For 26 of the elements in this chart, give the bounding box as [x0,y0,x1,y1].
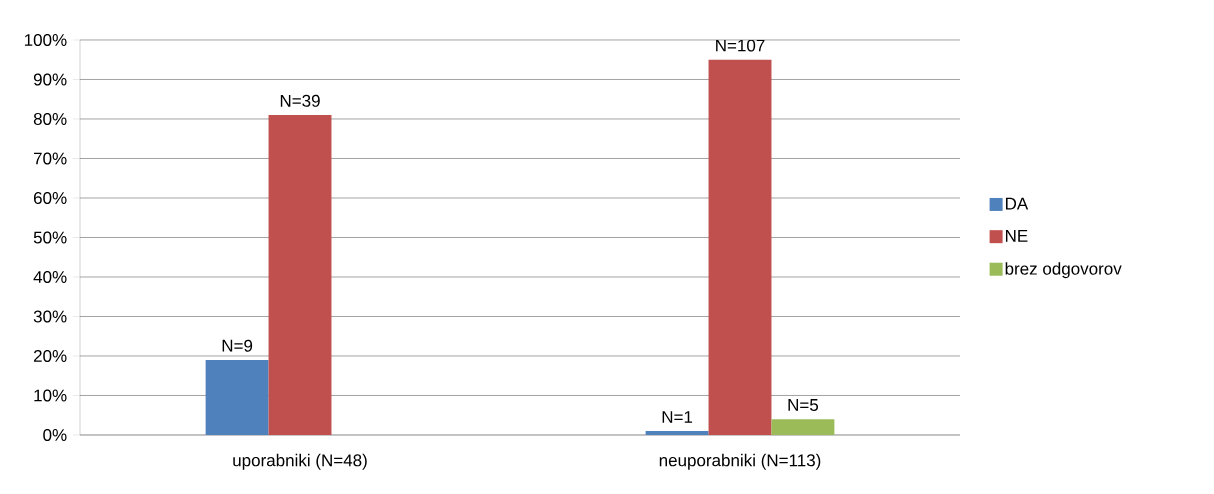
y-tick-label: 60% [33,191,67,205]
y-tick-label: 20% [33,349,67,363]
annotation: N=39 [280,94,320,107]
bar [205,359,269,435]
bar [268,115,332,435]
y-tick-label: 10% [34,389,67,402]
y-tick-label: 0% [43,428,67,442]
annotation: N=5 [788,399,819,411]
annotation: N=1 [662,411,693,423]
legend-label: NE [1005,230,1028,242]
x-tick-label: uporabniki (N=48) [233,453,367,470]
legend-label: DA [1005,197,1029,210]
y-tick-label: 50% [33,231,67,244]
y-tick-label: 30% [33,310,67,323]
y-tick-label: 40% [33,270,67,284]
bar [708,59,772,435]
bar [645,431,709,435]
x-tick-label: neuporabniki (N=113) [659,453,821,470]
y-tick-label: 70% [34,152,67,165]
y-tick-label: 100% [24,33,67,47]
y-tick-label: 80% [33,112,67,126]
annotation: N=9 [222,339,253,352]
legend-label: brez odgovorov [1005,262,1122,279]
bar [771,419,835,435]
y-tick-label: 90% [33,73,67,86]
annotation: N=107 [716,39,765,52]
